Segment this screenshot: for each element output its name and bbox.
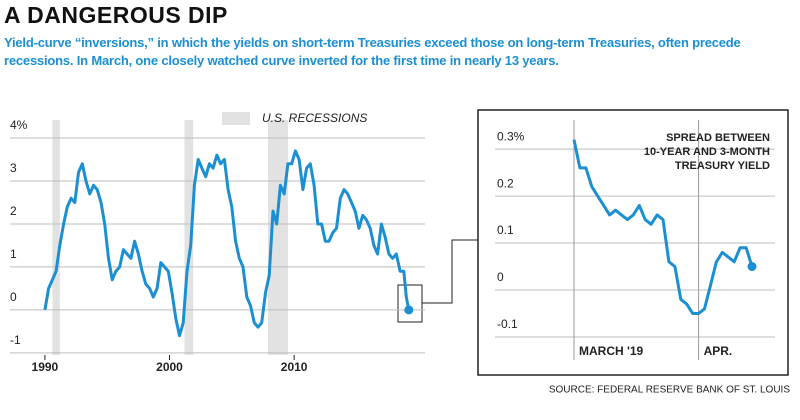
annotation: 10-YEAR AND 3-MONTH <box>644 146 770 158</box>
x-tick-label: MARCH '19 <box>579 344 644 358</box>
zoom-box <box>397 284 423 323</box>
y-tick-label: -1 <box>10 333 21 347</box>
y-tick-label: 4% <box>10 118 28 132</box>
inset-frame <box>477 109 789 376</box>
y-tick-label: 2 <box>10 204 17 218</box>
data-line <box>572 139 754 315</box>
x-tick-label: APR. <box>704 344 733 358</box>
annotation: SPREAD BETWEEN <box>666 132 770 144</box>
source: SOURCE: FEDERAL RESERVE BANK OF ST. LOUI… <box>549 385 791 396</box>
y-tick-label: 0.1 <box>497 223 514 237</box>
connector <box>422 239 478 304</box>
panel: U.S. RECESSIONS 4% 3 2 1 0 -1 1990 2000 2010 <box>10 111 425 374</box>
x-tick-label: 1990 <box>32 360 59 374</box>
subtitle: Yield-curve “inversions,” in which the y… <box>4 35 741 68</box>
y-tick-label: -0.1 <box>497 317 518 331</box>
panel: 0.3% 0.2 0.1 0 -0.1 MARCH '19 APR. SPREAD BETWE… <box>495 120 775 360</box>
recession-band <box>184 120 194 355</box>
end-dot <box>747 262 757 272</box>
y-tick-label: 0.3% <box>497 129 525 143</box>
y-tick-label: 1 <box>10 247 17 261</box>
recession-band <box>52 120 60 355</box>
title: A DANGEROUS DIP <box>4 2 228 28</box>
y-tick-label: 0 <box>10 290 17 304</box>
y-tick-label: 0 <box>497 270 504 284</box>
x-tick-label: 2000 <box>156 360 183 374</box>
y-tick-label: 0.2 <box>497 176 514 190</box>
recession-band <box>267 120 288 355</box>
y-tick-label: 3 <box>10 161 17 175</box>
legend-swatch <box>222 112 250 125</box>
end-dot <box>404 305 414 315</box>
data-line <box>43 149 411 338</box>
x-tick-label: 2010 <box>281 360 308 374</box>
annotation: TREASURY YIELD <box>675 160 770 172</box>
legend-label: U.S. RECESSIONS <box>262 111 367 125</box>
